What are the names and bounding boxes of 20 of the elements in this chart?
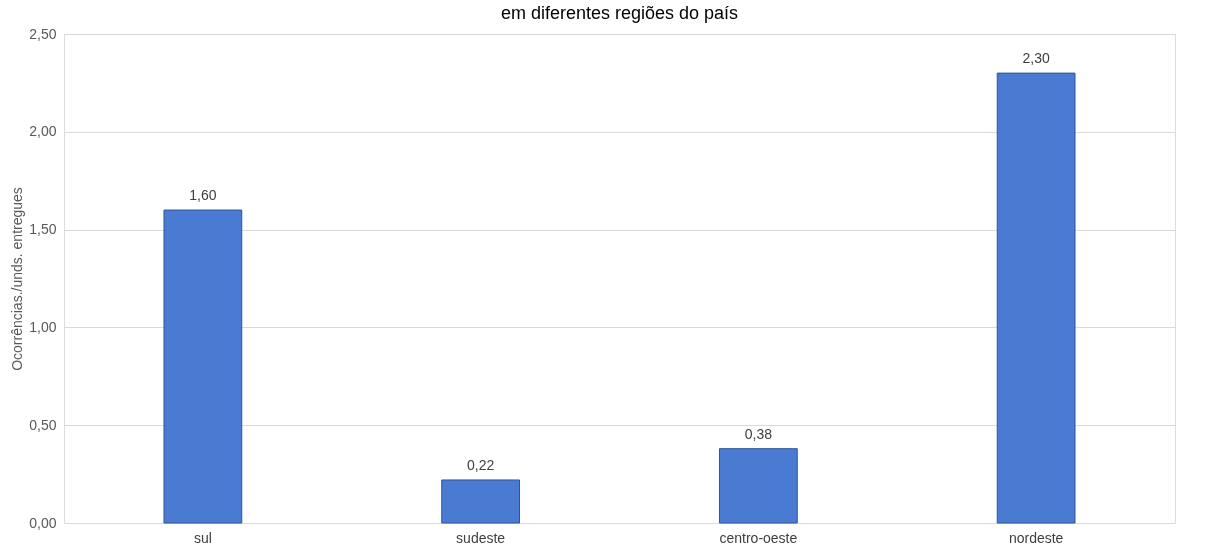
y-tick-label: 1,50	[29, 221, 57, 238]
y-tick-label: 2,50	[29, 25, 57, 42]
data-label: 1,60	[189, 187, 217, 204]
x-tick-label: sul	[193, 529, 212, 546]
bar	[718, 448, 798, 524]
y-tick-label: 1,00	[29, 318, 57, 335]
y-tick-label: 0,50	[29, 416, 57, 433]
y-tick-label: 0,00	[29, 514, 57, 531]
x-tick-label: sudeste	[456, 529, 506, 546]
x-tick-label: nordeste	[1008, 529, 1064, 546]
y-tick-label: 2,00	[29, 123, 57, 140]
y-axis-title: Ocorrências./unds. entregues	[9, 187, 26, 371]
data-label: 0,38	[744, 425, 773, 442]
bar	[163, 209, 243, 524]
x-tick-label: centro-oeste	[719, 529, 798, 546]
bar	[996, 72, 1076, 524]
bar	[441, 479, 521, 524]
data-label: 2,30	[1022, 50, 1050, 67]
data-label: 0,22	[467, 456, 495, 473]
chart-title: em diferentes regiões do país	[500, 3, 739, 23]
